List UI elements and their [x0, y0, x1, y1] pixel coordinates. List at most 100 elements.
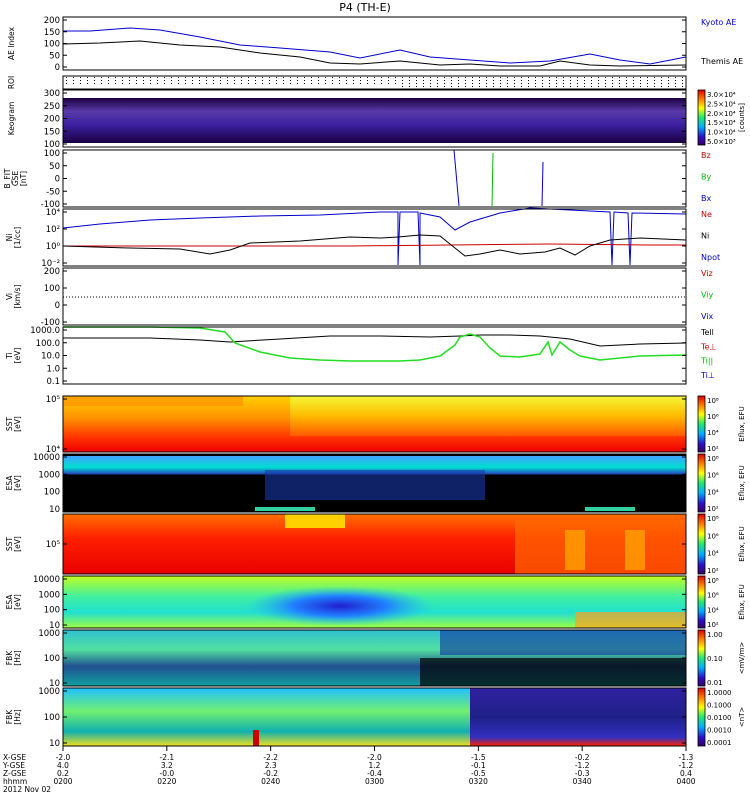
roi-dot [353, 80, 354, 81]
y-axis-label: Keogram [7, 102, 16, 136]
roi-dot [619, 86, 620, 87]
roi-dot [605, 77, 606, 78]
roi-dot [591, 80, 592, 81]
roi-dot [185, 83, 186, 84]
colorbar-tick-label: 10⁶ [707, 592, 719, 600]
roi-dot [647, 83, 648, 84]
roi-dot [430, 80, 431, 81]
y-axis-label: ESA [5, 475, 14, 491]
roi-dot [213, 77, 214, 78]
colorbar-fbk-2 [698, 688, 705, 746]
roi-dot [584, 80, 585, 81]
roi-dot [542, 77, 543, 78]
colorbar-frame [697, 575, 706, 629]
legend-entry: By [701, 173, 711, 182]
keogram-fill [63, 98, 686, 143]
roi-dot [423, 80, 424, 81]
roi-dot [444, 83, 445, 84]
y-tick-label: 1000 [38, 629, 60, 639]
x-row-label: Z-GSE [3, 769, 27, 778]
roi-dot [192, 83, 193, 84]
roi-dot [122, 77, 123, 78]
y-axis-label: Ni [5, 234, 14, 242]
y-axis-label: ESA [5, 594, 14, 610]
roi-dot [458, 77, 459, 78]
ni-line [62, 234, 687, 257]
x-row-label: Y-GSE [2, 761, 25, 770]
roi-dot [486, 77, 487, 78]
y-axis-label: [eV] [13, 475, 22, 491]
roi-dot [374, 80, 375, 81]
roi-dot [381, 77, 382, 78]
y-tick-label: 0 [55, 175, 60, 185]
ne-line [63, 243, 686, 247]
legend-entry: Ti⊥ [700, 371, 715, 380]
roi-dot [353, 77, 354, 78]
colorbar-tick-label: 10⁸ [707, 397, 719, 405]
roi-dot [213, 80, 214, 81]
roi-dot [164, 80, 165, 81]
roi-dot [465, 80, 466, 81]
roi-dot [640, 83, 641, 84]
roi-dot [437, 80, 438, 81]
roi-dot [87, 80, 88, 81]
roi-dot [619, 83, 620, 84]
roi-dot [248, 83, 249, 84]
colorbar-frame [697, 395, 706, 453]
colorbar-tick-label: 10² [707, 445, 719, 453]
roi-dot [234, 77, 235, 78]
roi-dot [164, 83, 165, 84]
colorbar-label: <mV/m> [738, 642, 746, 675]
legend-entry: Kyoto AE [701, 18, 736, 27]
roi-dot [556, 86, 557, 87]
roi-dot [675, 83, 676, 84]
y-tick-label: 300 [44, 89, 60, 99]
colorbar-frame [697, 453, 706, 513]
roi-dot [661, 83, 662, 84]
colorbar-tick-label: 10⁸ [707, 577, 719, 585]
roi-dot [584, 86, 585, 87]
roi-dot [591, 86, 592, 87]
x-tick-label: -0.1 [471, 761, 486, 770]
roi-dot [563, 80, 564, 81]
roi-dot [178, 83, 179, 84]
y-axis-label: AE Index [7, 26, 16, 59]
y-tick-label: 50 [49, 162, 60, 172]
roi-dot [654, 86, 655, 87]
legend-entry: Bz [701, 151, 711, 160]
roi-dot [514, 86, 515, 87]
y-tick-label: -100 [41, 200, 60, 210]
colorbar-fbk-1 [698, 630, 705, 686]
roi-dot [283, 80, 284, 81]
y-tick-label: 0 [55, 301, 60, 311]
roi-dot [94, 80, 95, 81]
colorbar-frame [697, 513, 706, 575]
panel-frame [62, 453, 687, 513]
colorbar-tick-label: 10⁶ [707, 532, 719, 540]
legend-entry: Themis AE [700, 57, 743, 66]
roi-dot [570, 80, 571, 81]
roi-dot [332, 80, 333, 81]
colorbar-frame [697, 687, 706, 747]
roi-dot [423, 77, 424, 78]
x-tick-label: 0240 [261, 777, 280, 786]
roi-dot [283, 77, 284, 78]
roi-dot [654, 80, 655, 81]
roi-dot [647, 80, 648, 81]
roi-dot [339, 77, 340, 78]
roi-dot [192, 80, 193, 81]
legend-entry: Bx [701, 194, 711, 203]
roi-dot [626, 86, 627, 87]
colorbar-tick-label: 2.5×10⁴ [707, 100, 736, 108]
y-axis-label: [nT] [19, 171, 28, 186]
roi-dot [675, 77, 676, 78]
roi-dot [136, 77, 137, 78]
roi-dot [178, 80, 179, 81]
y-tick-label: 150 [44, 28, 60, 38]
roi-dot [388, 80, 389, 81]
y-tick-label: 100.0 [36, 339, 60, 349]
roi-dot [304, 80, 305, 81]
roi-dot [682, 80, 683, 81]
panel-frame [62, 208, 687, 267]
